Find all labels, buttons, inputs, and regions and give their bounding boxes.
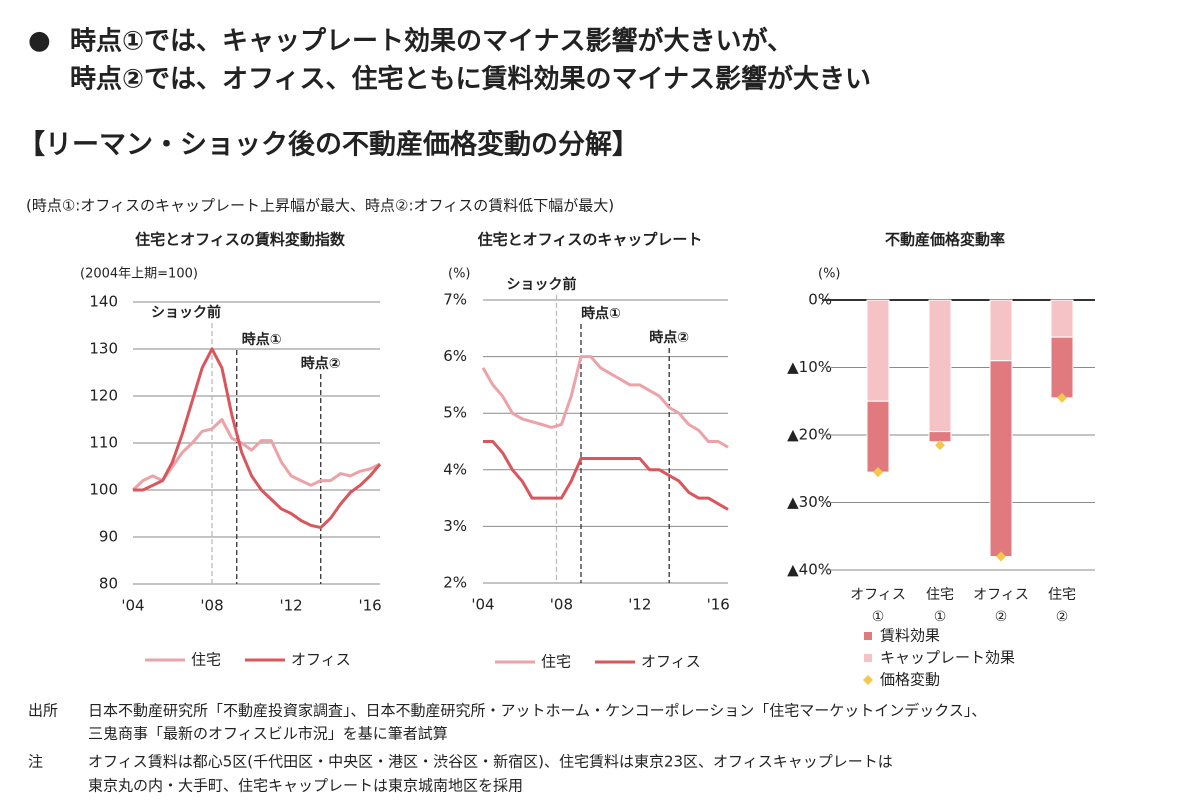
unit-label: (%): [448, 267, 471, 282]
annotation-label: ショック前: [507, 276, 577, 293]
x-tick-label: '12: [279, 597, 302, 615]
x-tick-label: '12: [628, 596, 651, 614]
y-tick-label: 110: [89, 434, 118, 452]
y-tick-label: 100: [89, 481, 118, 499]
x-tick-label: '08: [550, 596, 573, 614]
x-tick-label: ②: [995, 609, 1008, 625]
series-line: [131, 418, 381, 492]
y-tick-label: 5%: [443, 404, 467, 422]
price-marker: [935, 440, 945, 451]
y-tick-label: 3%: [443, 517, 467, 535]
y-tick-label: 0%: [808, 291, 832, 309]
y-tick-label: 4%: [443, 460, 467, 478]
y-tick-label: ▲10%: [787, 358, 832, 376]
legend-swatch: [864, 632, 872, 640]
annotation-label: 時点①: [581, 305, 621, 322]
unit-label: (%): [818, 267, 841, 282]
price-marker: [873, 467, 883, 478]
x-tick-label: '04: [121, 597, 144, 615]
x-tick-label: '16: [707, 596, 730, 614]
y-tick-label: ▲20%: [787, 426, 832, 444]
x-tick-label: '04: [471, 596, 494, 614]
bar-segment: [866, 299, 890, 402]
series-line: [481, 355, 729, 449]
bar-segment: [1050, 299, 1074, 338]
y-tick-label: ▲40%: [787, 561, 832, 579]
legend-label: オフィス: [291, 651, 351, 669]
y-tick-label: ▲30%: [787, 493, 832, 511]
bar-segment: [1050, 336, 1074, 399]
x-tick-label: 住宅: [926, 587, 954, 603]
y-tick-label: 2%: [443, 574, 467, 592]
legend-label: オフィス: [641, 653, 701, 671]
bar-segment: [866, 400, 890, 473]
y-tick-label: 90: [99, 528, 118, 546]
heading: 【リーマン・ショック後の不動産価格変動の分解】: [18, 129, 639, 161]
x-tick-label: '16: [359, 597, 382, 615]
subnote: (時点①:オフィスのキャップレート上昇幅が最大、時点②:オフィスの賃料低下幅が最…: [26, 197, 614, 215]
chart-title: 住宅とオフィスの賃料変動指数: [135, 231, 346, 249]
note-line: 東京丸の内・大手町、住宅キャップレートは東京城南地区を採用: [88, 777, 523, 795]
price-marker: [996, 551, 1006, 562]
header-line: 時点②では、オフィス、住宅ともに賃料効果のマイナス影響が大きい: [70, 64, 871, 95]
chart-title: 住宅とオフィスのキャップレート: [478, 231, 703, 249]
y-tick-label: 120: [89, 387, 118, 405]
x-tick-label: '08: [200, 597, 223, 615]
bullet: ●: [28, 26, 51, 56]
legend-label: 価格変動: [880, 671, 940, 689]
x-tick-label: ②: [1056, 609, 1069, 625]
x-tick-label: オフィス: [973, 587, 1029, 603]
note-label: 注: [28, 753, 43, 771]
legend-label: 賃料効果: [880, 627, 940, 645]
y-tick-label: 140: [89, 293, 118, 311]
legend-swatch: [863, 675, 873, 685]
source-line: 三鬼商事「最新のオフィスビル市況」を基に筆者試算: [88, 725, 448, 743]
x-tick-label: ①: [872, 609, 885, 625]
annotation-label: 時点②: [301, 355, 341, 372]
x-tick-label: オフィス: [850, 587, 906, 603]
price-marker: [1057, 392, 1067, 403]
chart-title: 不動産価格変動率: [885, 231, 1005, 249]
legend-swatch: [864, 654, 872, 662]
legend-label: キャップレート効果: [880, 649, 1015, 667]
legend-label: 住宅: [541, 653, 571, 671]
source-line: 日本不動産研究所「不動産投資家調査」、日本不動産研究所・アットホーム・ケンコーポ…: [88, 702, 986, 720]
unit-label: (2004年上期=100): [80, 267, 198, 282]
annotation-label: ショック前: [151, 304, 221, 321]
y-tick-label: 7%: [443, 291, 467, 309]
y-tick-label: 130: [89, 340, 118, 358]
y-tick-label: 6%: [443, 347, 467, 365]
x-tick-label: 住宅: [1048, 587, 1076, 603]
note-line: オフィス賃料は都心5区(千代田区・中央区・港区・渋谷区・新宿区)、住宅賃料は東京…: [88, 753, 893, 771]
x-tick-label: ①: [934, 609, 947, 625]
series-line: [483, 440, 729, 511]
header-line: 時点①では、キャップレート効果のマイナス影響が大きいが、: [70, 26, 793, 57]
annotation-label: 時点①: [242, 331, 282, 348]
annotation-label: 時点②: [649, 329, 689, 346]
bar-segment: [989, 360, 1013, 557]
y-tick-label: 80: [99, 575, 118, 593]
legend-label: 住宅: [191, 651, 221, 669]
series-line: [133, 347, 382, 530]
bar-segment: [989, 299, 1013, 362]
bar-segment: [928, 299, 952, 433]
source-label: 出所: [28, 702, 58, 720]
